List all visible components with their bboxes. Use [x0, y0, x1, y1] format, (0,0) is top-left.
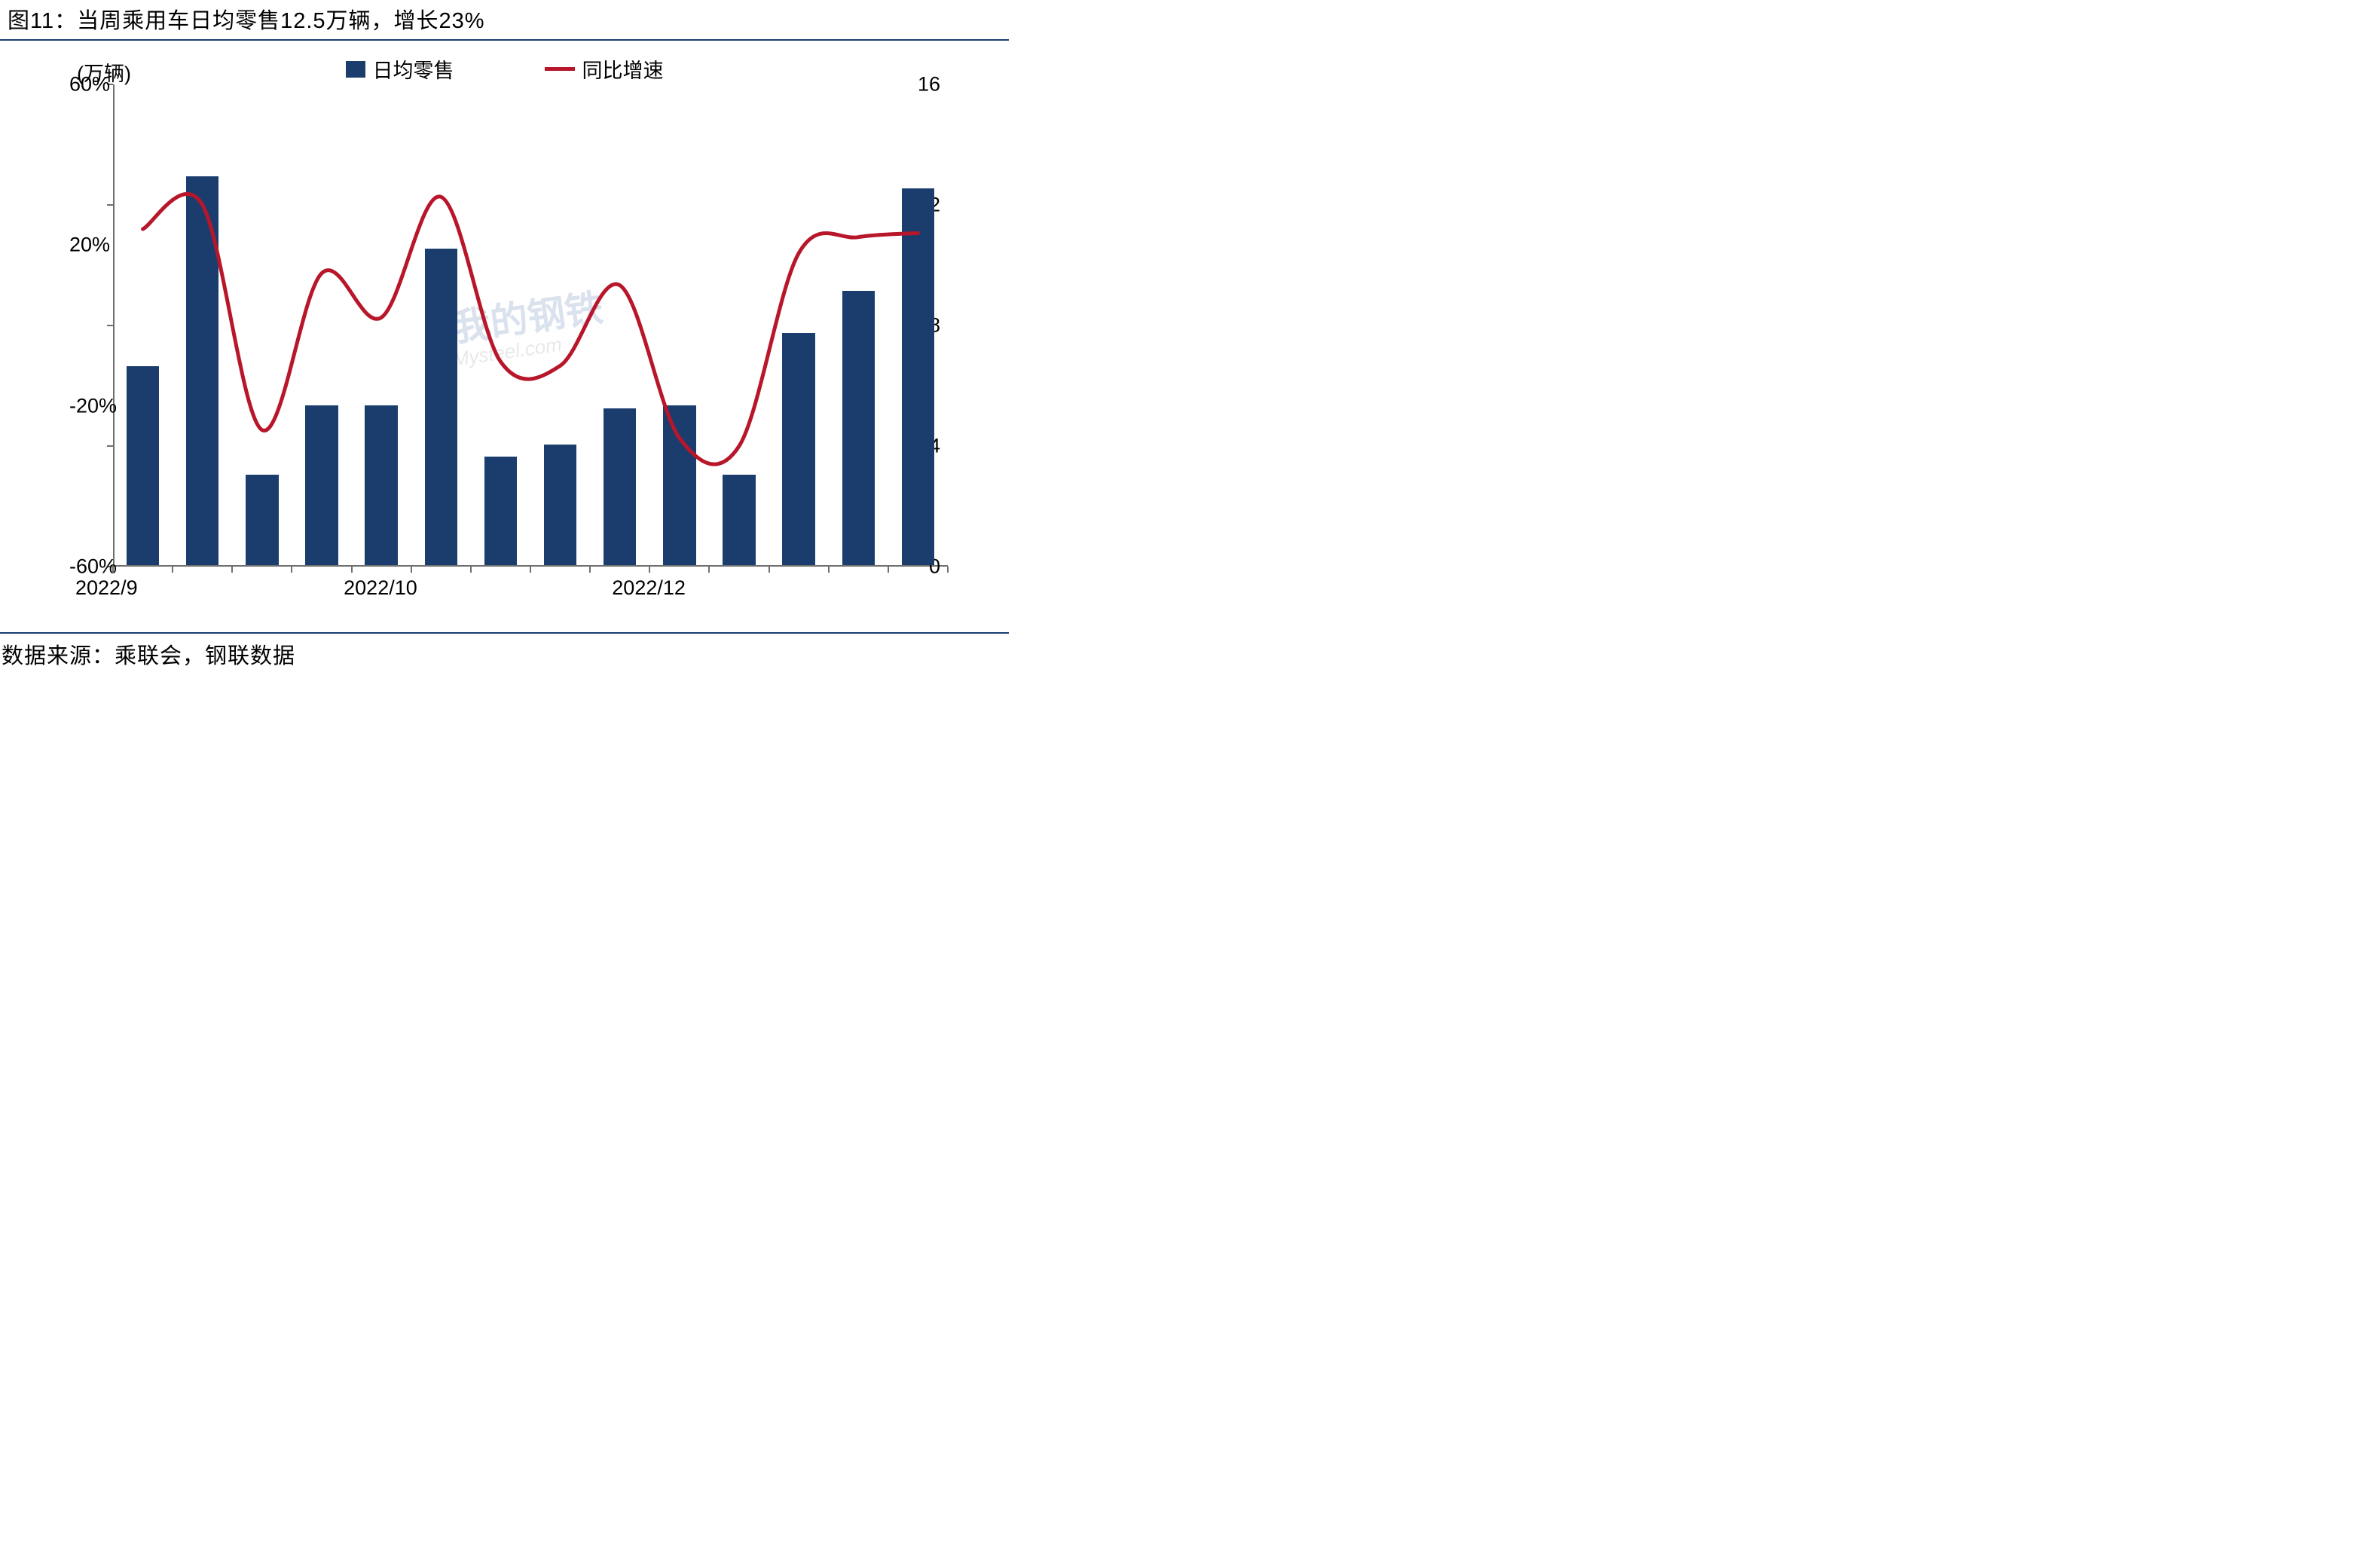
x-tick-mark: [649, 567, 650, 573]
x-axis-label: 2022/9: [75, 576, 138, 600]
x-tick-mark: [708, 567, 710, 573]
x-tick-mark: [769, 567, 770, 573]
watermark-logo: 我的钢铁: [449, 277, 606, 352]
legend-item-bar: 日均零售: [346, 54, 454, 84]
y1-tick-mark: [107, 445, 113, 447]
legend-line-swatch: [545, 67, 575, 71]
bar: [604, 408, 637, 565]
chart-title-bar: 图11：当周乘用车日均零售12.5万辆，增长23%: [0, 0, 1009, 41]
x-tick-mark: [888, 567, 889, 573]
x-tick-mark: [172, 567, 173, 573]
legend: 日均零售 同比增速: [0, 54, 1009, 84]
y2-tick-label: -20%: [69, 394, 130, 417]
x-axis-label: 2022/12: [612, 576, 686, 600]
x-tick-mark: [530, 567, 531, 573]
x-tick-mark: [411, 567, 412, 573]
y2-tick-label: 60%: [69, 73, 130, 96]
bar: [246, 475, 279, 565]
chart-title: 图11：当周乘用车日均零售12.5万辆，增长23%: [8, 9, 485, 33]
x-tick-mark: [589, 567, 591, 573]
x-tick-mark: [947, 567, 949, 573]
bar: [842, 291, 875, 565]
bar: [544, 445, 577, 565]
bar: [365, 405, 398, 565]
x-tick-mark: [351, 567, 353, 573]
x-tick-mark: [470, 567, 472, 573]
x-tick-mark: [828, 567, 830, 573]
y1-tick-mark: [107, 325, 113, 326]
bar: [902, 188, 935, 565]
x-tick-mark: [231, 567, 233, 573]
y2-tick-label: 20%: [69, 234, 130, 257]
bar: [723, 475, 756, 565]
y-axis-line: [113, 84, 115, 567]
x-axis-label: 2022/10: [344, 576, 417, 600]
bar: [663, 405, 696, 565]
bar: [186, 176, 219, 565]
plot-region: 我的钢铁 Mysteel.com 0481216-60%-20%20%60%20…: [60, 84, 948, 567]
y2-tick-label: -60%: [69, 555, 130, 579]
chart-area: (万辆) 日均零售 同比增速 我的钢铁 Mysteel.com 0481216-…: [0, 41, 1009, 628]
x-tick-mark: [112, 567, 114, 573]
line-series-svg: [113, 84, 948, 567]
y1-tick-label: 16: [895, 73, 940, 96]
x-tick-mark: [291, 567, 292, 573]
legend-bar-label: 日均零售: [373, 54, 454, 84]
bar: [127, 366, 160, 565]
bar: [425, 249, 458, 565]
bar: [484, 457, 518, 565]
watermark: 我的钢铁 Mysteel.com: [452, 288, 603, 361]
data-source: 数据来源：乘联会，钢联数据: [0, 632, 1009, 670]
legend-bar-swatch: [346, 61, 365, 78]
y1-tick-mark: [107, 204, 113, 206]
bar: [305, 405, 338, 565]
legend-line-label: 同比增速: [582, 54, 664, 84]
bar: [782, 333, 815, 565]
legend-item-line: 同比增速: [545, 54, 664, 84]
watermark-url: Mysteel.com: [451, 327, 604, 371]
